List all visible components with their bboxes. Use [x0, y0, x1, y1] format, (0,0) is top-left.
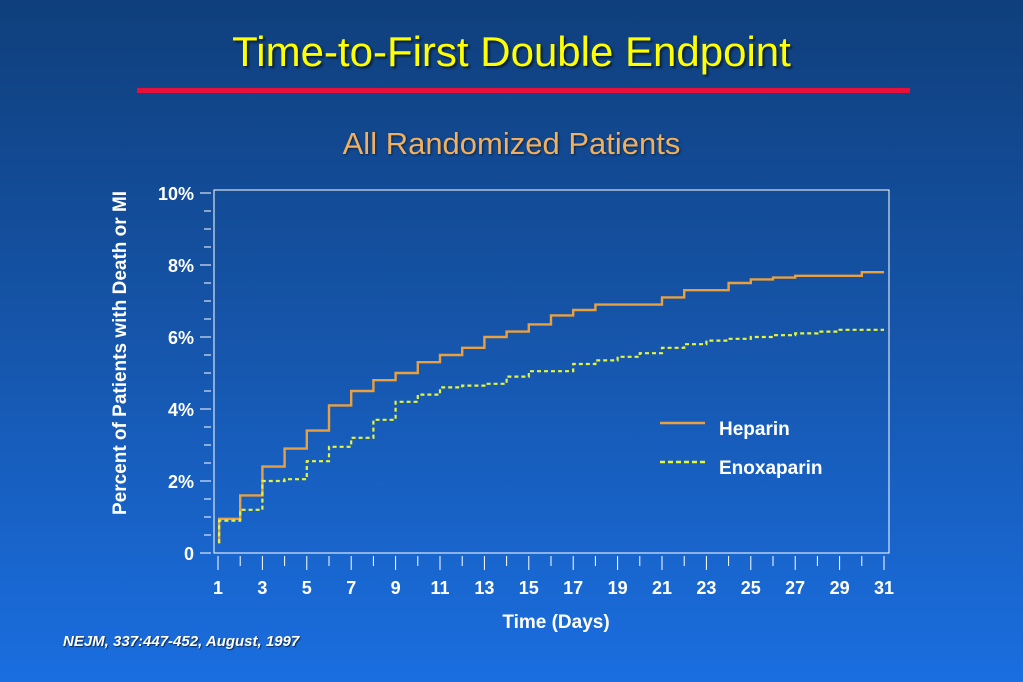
x-tick-label: 9 [391, 578, 401, 598]
title-underline [137, 88, 910, 93]
x-axis: 1 3 5 7 9 11 13 15 17 19 21 23 25 27 29 31 [213, 556, 894, 598]
y-tick-label: 6% [168, 328, 194, 348]
x-tick-label: 5 [302, 578, 312, 598]
y-axis: 0 2% 4% 6% 8% 10% [158, 184, 211, 564]
x-tick-label: 1 [213, 578, 223, 598]
x-tick-label: 19 [608, 578, 628, 598]
x-tick-label: 3 [257, 578, 267, 598]
y-tick-label: 4% [168, 400, 194, 420]
x-tick-label: 31 [874, 578, 894, 598]
chart-subtitle: All Randomized Patients [342, 126, 681, 161]
x-tick-label: 13 [474, 578, 494, 598]
x-tick-label: 25 [741, 578, 761, 598]
plot-frame [213, 189, 890, 554]
legend: Heparin Enoxaparin [660, 419, 822, 479]
x-tick-label: 17 [563, 578, 583, 598]
y-axis-label: Percent of Patients with Death or MI [110, 191, 131, 515]
x-tick-label: 23 [696, 578, 716, 598]
series-line-heparin [217, 271, 884, 544]
y-tick-label: 10% [158, 184, 194, 204]
legend-label-enoxaparin: Enoxaparin [719, 458, 822, 479]
x-tick-label: 21 [652, 578, 672, 598]
series-layer [217, 271, 884, 544]
series-line-enoxaparin [218, 328, 884, 544]
x-tick-label: 7 [346, 578, 356, 598]
legend-label-heparin: Heparin [719, 419, 790, 440]
x-tick-label: 15 [519, 578, 539, 598]
y-tick-label: 2% [168, 472, 194, 492]
x-axis-label: Time (Days) [502, 612, 609, 633]
x-tick-label: 11 [430, 578, 449, 598]
x-tick-label: 29 [830, 578, 850, 598]
x-tick-label: 27 [785, 578, 805, 598]
slide-title: Time-to-First Double Endpoint [232, 28, 791, 75]
y-tick-label: 8% [168, 256, 194, 276]
citation: NEJM, 337:447-452, August, 1997 [63, 633, 300, 650]
y-tick-label: 0 [184, 544, 194, 564]
